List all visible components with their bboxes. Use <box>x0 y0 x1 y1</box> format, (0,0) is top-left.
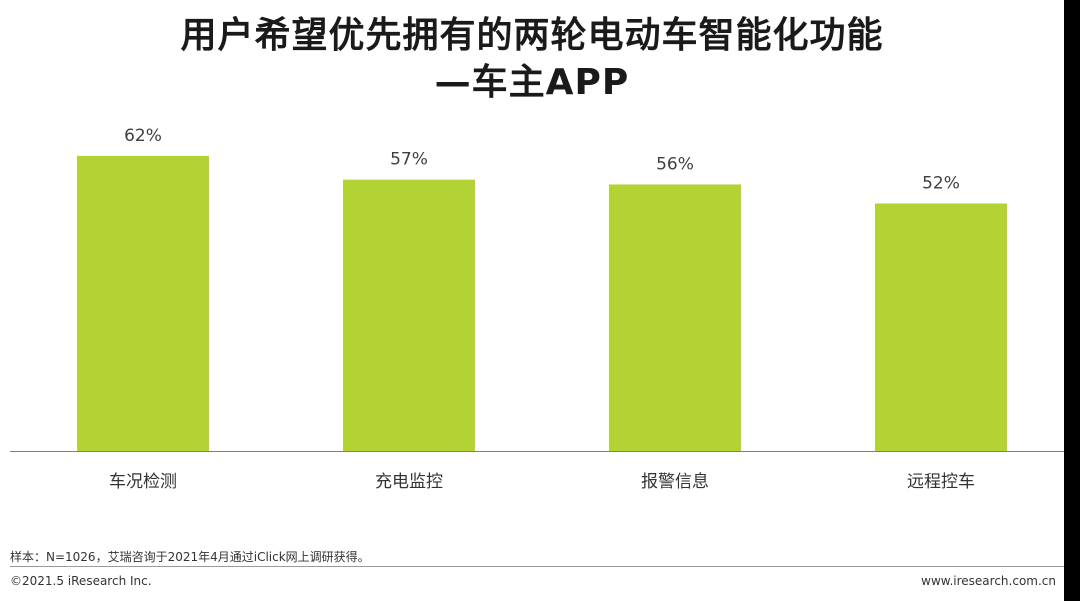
category-label-2: 充电监控 <box>375 472 443 492</box>
category-label-4: 远程控车 <box>907 472 975 492</box>
chart-title-line-1: 用户希望优先拥有的两轮电动车智能化功能 <box>180 15 884 56</box>
bar-2 <box>343 179 475 451</box>
copyright-text: ©2021.5 iResearch Inc. <box>10 574 152 588</box>
bar-1 <box>77 155 209 451</box>
bar-3 <box>609 184 741 451</box>
sample-note: 样本：N=1026，艾瑞咨询于2021年4月通过iClick网上调研获得。 <box>10 550 370 564</box>
data-label-2: 57% <box>390 150 428 170</box>
chart-title-line-2: —车主APP <box>434 62 630 103</box>
footer-divider <box>10 566 1064 567</box>
data-label-3: 56% <box>656 154 694 174</box>
right-border <box>1064 0 1080 601</box>
website-text: www.iresearch.com.cn <box>921 574 1056 588</box>
bar-4 <box>875 203 1007 451</box>
data-label-1: 62% <box>124 126 162 146</box>
data-label-4: 52% <box>922 173 960 193</box>
category-label-1: 车况检测 <box>109 472 177 492</box>
chart-title: 用户希望优先拥有的两轮电动车智能化功能 —车主APP <box>0 12 1064 106</box>
category-label-3: 报警信息 <box>641 472 709 492</box>
